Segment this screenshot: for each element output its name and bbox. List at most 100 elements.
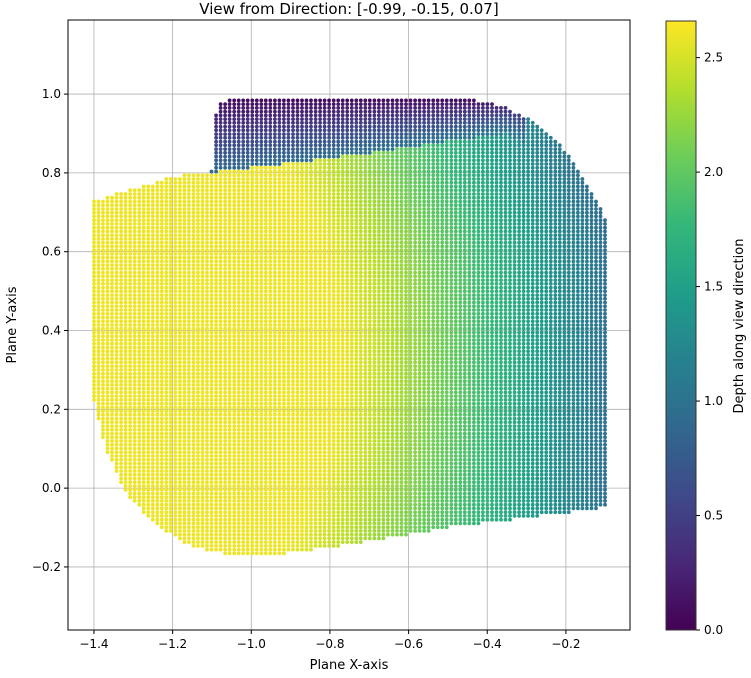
scatter-point [282, 439, 286, 443]
scatter-point [259, 132, 264, 137]
scatter-point [286, 281, 291, 286]
scatter-point [259, 525, 264, 530]
scatter-point [232, 476, 237, 481]
scatter-point [241, 296, 246, 301]
scatter-point [291, 525, 295, 530]
scatter-point [214, 544, 219, 548]
scatter-point [146, 450, 151, 455]
scatter-point [168, 409, 173, 413]
scatter-point [309, 192, 313, 196]
scatter-point [209, 383, 214, 387]
scatter-point [132, 442, 137, 447]
scatter-point [132, 259, 137, 264]
scatter-point [119, 353, 123, 357]
scatter-point [137, 319, 142, 324]
scatter-point [245, 517, 250, 522]
scatter-point [282, 173, 286, 178]
scatter-point [254, 248, 259, 253]
scatter-point [250, 274, 255, 279]
scatter-point [309, 345, 313, 350]
scatter-point [273, 398, 277, 402]
scatter-point [168, 345, 173, 350]
scatter-point [236, 180, 241, 185]
scatter-point [254, 252, 259, 256]
scatter-point [282, 169, 286, 174]
scatter-point [119, 255, 123, 260]
scatter-point [254, 169, 259, 174]
scatter-point [119, 461, 123, 466]
scatter-point [282, 285, 286, 290]
scatter-point [236, 465, 241, 470]
scatter-point [205, 386, 209, 391]
scatter-point [300, 435, 304, 440]
scatter-point [200, 435, 205, 440]
scatter-point [150, 446, 155, 451]
scatter-point [110, 199, 114, 204]
scatter-point [132, 461, 137, 466]
scatter-point [223, 472, 228, 477]
scatter-point [128, 255, 133, 260]
scatter-point [214, 248, 219, 253]
scatter-point [168, 457, 173, 462]
scatter-point [245, 244, 250, 249]
scatter-point [123, 446, 128, 451]
scatter-point [218, 491, 223, 496]
scatter-point [114, 371, 119, 376]
scatter-point [286, 517, 291, 522]
scatter-point [214, 132, 219, 137]
scatter-point [236, 285, 241, 290]
scatter-point [223, 394, 228, 398]
scatter-point [245, 525, 250, 530]
scatter-point [223, 177, 228, 181]
scatter-point [196, 379, 200, 384]
scatter-point [304, 315, 309, 320]
scatter-point [291, 147, 295, 152]
scatter-point [200, 375, 205, 380]
scatter-point [300, 334, 304, 339]
scatter-point [223, 281, 228, 286]
scatter-point [200, 255, 205, 260]
scatter-point [164, 300, 169, 305]
scatter-point [227, 450, 232, 455]
scatter-point [164, 502, 169, 507]
scatter-point [263, 521, 268, 526]
scatter-point [137, 259, 142, 264]
scatter-point [227, 252, 232, 256]
scatter-point [232, 300, 237, 305]
scatter-point [268, 446, 273, 451]
scatter-point [105, 252, 110, 256]
scatter-point [150, 442, 155, 447]
scatter-point [105, 386, 110, 391]
scatter-point [191, 457, 196, 462]
scatter-point [92, 248, 96, 253]
scatter-point [273, 285, 277, 290]
scatter-point [273, 338, 277, 342]
scatter-point [282, 218, 286, 223]
scatter-point [101, 244, 105, 249]
scatter-point [187, 360, 191, 365]
scatter-point [245, 480, 250, 485]
scatter-point [191, 311, 196, 316]
scatter-point [209, 252, 214, 256]
scatter-point [214, 229, 219, 234]
scatter-point [286, 128, 291, 133]
scatter-point [286, 192, 291, 196]
scatter-point [182, 540, 187, 544]
scatter-point [263, 416, 268, 421]
scatter-point [295, 330, 300, 335]
scatter-point [173, 420, 178, 425]
scatter-point [178, 521, 182, 526]
scatter-point [250, 442, 255, 447]
scatter-point [214, 368, 219, 372]
scatter-point [295, 487, 300, 492]
scatter-point [273, 315, 277, 320]
scatter-point [196, 469, 200, 473]
scatter-point [259, 222, 264, 226]
scatter-point [291, 150, 295, 155]
scatter-point [141, 341, 146, 346]
scatter-point [259, 506, 264, 511]
scatter-point [141, 274, 146, 279]
scatter-point [187, 259, 191, 264]
scatter-point [304, 162, 309, 166]
scatter-point [291, 375, 295, 380]
